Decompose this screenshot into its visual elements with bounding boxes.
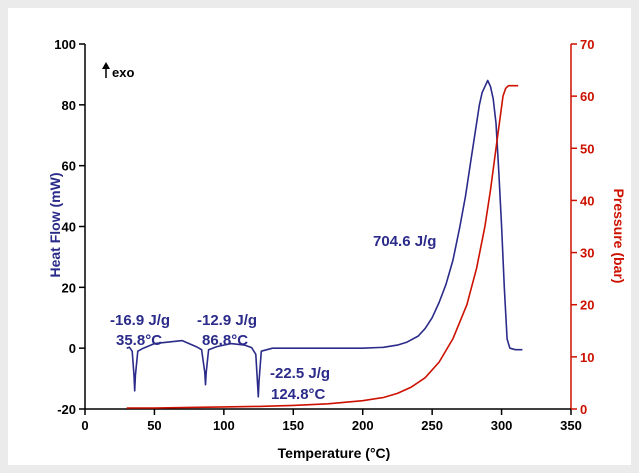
x-tick-label: 100 — [213, 418, 235, 433]
x-tick-label: 250 — [421, 418, 443, 433]
peak1-temp-label: 35.8°C — [116, 332, 162, 349]
heat-flow-series-line — [126, 79, 523, 398]
chart-panel: 0 50 100 150 200 250 300 350 -20 0 20 40 60 80 100 0 10 2… — [8, 8, 631, 465]
y-right-tick-label: 50 — [580, 141, 594, 156]
y-right-tick-label: 30 — [580, 246, 594, 261]
exo-indicator: exo — [102, 62, 134, 80]
dsc-chart: 0 50 100 150 200 250 300 350 -20 0 20 40 60 80 100 0 10 2… — [47, 37, 627, 461]
x-tick-label: 0 — [81, 418, 88, 433]
y-left-tick-label: 20 — [62, 280, 76, 295]
annotations: -16.9 J/g 35.8°C -12.9 J/g 86.8°C -22.5 … — [110, 233, 436, 403]
x-tick-label: 150 — [282, 418, 304, 433]
y-right-tick-label: 70 — [580, 37, 594, 52]
y-left-tick-label: 100 — [54, 37, 76, 52]
y-left-tick-label: 0 — [69, 341, 76, 356]
series-layer — [126, 79, 523, 409]
pressure-series-line — [126, 84, 519, 409]
y-left-tick-label: 40 — [62, 220, 76, 235]
axes-group — [84, 44, 572, 410]
y-right-tick-label: 0 — [580, 402, 587, 417]
y-left-tick-label: 60 — [62, 159, 76, 174]
peak3-temp-label: 124.8°C — [271, 386, 326, 403]
y-axis-left-title: Heat Flow (mW) — [47, 173, 63, 278]
y-left-tick-label: 80 — [62, 98, 76, 113]
peak3-energy-label: -22.5 J/g — [270, 365, 330, 382]
x-tick-label: 200 — [352, 418, 374, 433]
y-right-tick-label: 10 — [580, 350, 594, 365]
exo-label: exo — [112, 65, 134, 80]
x-axis-title: Temperature (°C) — [278, 445, 391, 461]
exo-arrowhead-icon — [102, 62, 110, 69]
ticks-group: 0 50 100 150 200 250 300 350 -20 0 20 40 60 80 100 0 10 2… — [54, 37, 594, 433]
x-tick-label: 300 — [491, 418, 513, 433]
peak2-energy-label: -12.9 J/g — [197, 312, 257, 329]
x-tick-label: 350 — [560, 418, 582, 433]
y-axis-right-title: Pressure (bar) — [611, 189, 627, 284]
y-right-tick-label: 20 — [580, 298, 594, 313]
main-peak-energy-label: 704.6 J/g — [373, 233, 436, 250]
y-right-tick-label: 40 — [580, 193, 594, 208]
y-left-tick-label: -20 — [57, 402, 76, 417]
peak1-energy-label: -16.9 J/g — [110, 312, 170, 329]
x-tick-label: 50 — [147, 418, 161, 433]
peak2-temp-label: 86.8°C — [202, 332, 248, 349]
y-right-tick-label: 60 — [580, 89, 594, 104]
